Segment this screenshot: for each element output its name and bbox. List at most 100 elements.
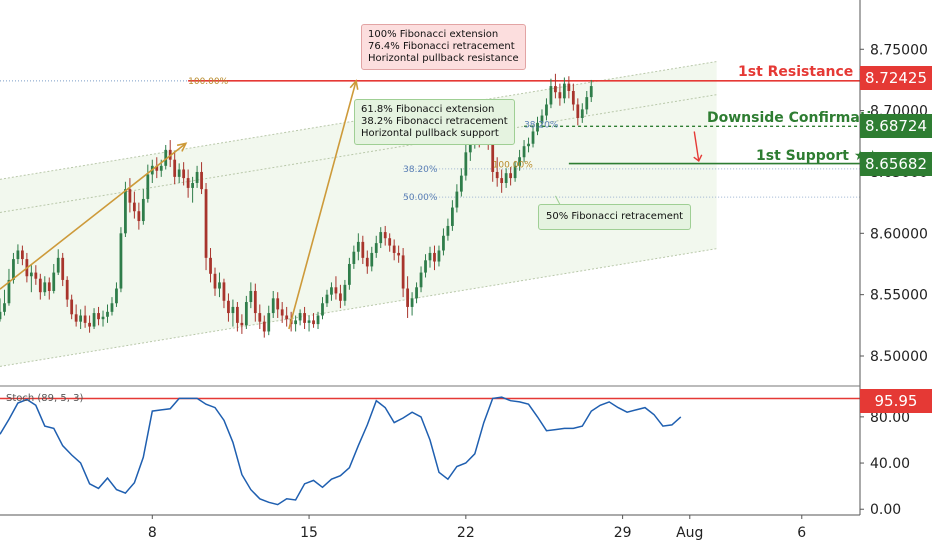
annotation-line: Horizontal pullback support xyxy=(361,128,499,139)
candle-body xyxy=(554,86,557,93)
candle-body xyxy=(352,251,356,264)
candle-body xyxy=(0,311,2,320)
candle-body xyxy=(518,157,521,166)
time-tick-label: 22 xyxy=(457,525,475,541)
candle-body xyxy=(406,288,409,307)
candle-body xyxy=(325,294,329,304)
candle-body xyxy=(195,171,199,184)
candle-body xyxy=(38,278,42,293)
candle-body xyxy=(128,189,132,203)
candle-body xyxy=(16,250,20,260)
candle-body xyxy=(545,104,548,116)
candle-body xyxy=(141,198,145,222)
fib-arrow-head-1 xyxy=(349,79,359,90)
candle-body xyxy=(119,233,123,289)
candle-body xyxy=(522,146,526,158)
candle-body xyxy=(124,189,127,234)
candle-body xyxy=(446,225,450,236)
support-label: 1st Support ★★ xyxy=(756,148,879,164)
candle-body xyxy=(312,320,315,325)
candle-body xyxy=(513,165,517,179)
annotation-line: Horizontal pullback resistance xyxy=(368,53,519,64)
fib-label-4: 50.00% xyxy=(403,193,438,203)
candle-body xyxy=(495,171,499,179)
candle-body xyxy=(280,309,284,316)
candle-body xyxy=(558,92,562,99)
channel-fill xyxy=(0,61,717,367)
price-tick-label: 8.60000 xyxy=(870,226,928,242)
candle-body xyxy=(589,86,593,98)
candle-body xyxy=(191,183,194,188)
candle-body xyxy=(249,290,253,303)
down-arrow-line xyxy=(693,131,700,162)
fib-label-3: 100.00% xyxy=(493,161,533,171)
candle-body xyxy=(303,313,306,323)
candle-body xyxy=(571,90,575,105)
price-tick-label: 8.50000 xyxy=(870,349,928,365)
candle-body xyxy=(97,313,100,320)
candle-body xyxy=(388,238,392,246)
candle-body xyxy=(500,178,504,184)
candle-body xyxy=(240,322,244,326)
candle-body xyxy=(79,315,83,322)
candle-body xyxy=(92,313,96,327)
candle-body xyxy=(356,241,360,252)
stoch-line xyxy=(0,396,682,506)
candle-body xyxy=(177,169,181,177)
candle-body xyxy=(186,178,190,188)
candle-body xyxy=(267,313,271,332)
candle-body xyxy=(101,316,105,320)
osc-tick-label: 80.00 xyxy=(870,410,910,426)
resistance-label: 1st Resistance ★★ xyxy=(738,64,884,80)
price-tick-label: 8.55000 xyxy=(870,288,928,304)
candle-body xyxy=(392,245,396,253)
candle-body xyxy=(459,175,463,192)
candle-body xyxy=(540,115,544,123)
candle-body xyxy=(527,143,530,147)
candle-body xyxy=(56,257,60,273)
annotation-fib50-box: 50% Fibonacci retracement xyxy=(538,204,692,230)
support-price-tag: 8.65682 xyxy=(860,152,932,176)
candle-body xyxy=(213,273,217,289)
candle-body xyxy=(347,263,351,285)
candle-body xyxy=(464,152,468,176)
candle-body xyxy=(442,235,445,251)
annotation-resistance-box: 100% Fibonacci extension 76.4% Fibonacci… xyxy=(361,24,526,70)
candle-body xyxy=(132,202,136,212)
candle-body xyxy=(491,142,495,172)
candle-body xyxy=(339,293,342,301)
candle-body xyxy=(262,321,266,332)
candle-body xyxy=(271,298,275,314)
candle-body xyxy=(424,260,427,273)
downside-confirmation-label: Downside Confirmation xyxy=(707,110,891,126)
candle-body xyxy=(365,257,369,267)
annotation-line: 38.2% Fibonacci retracement xyxy=(361,116,508,127)
candle-body xyxy=(330,287,333,295)
candle-body xyxy=(585,97,589,110)
candle-body xyxy=(415,287,418,299)
annotation-line: 61.8% Fibonacci extension xyxy=(361,104,495,115)
candle-body xyxy=(397,252,401,256)
annotation-line: 50% Fibonacci retracement xyxy=(546,211,684,222)
candle-body xyxy=(549,86,553,105)
candle-body xyxy=(65,279,69,300)
candle-body xyxy=(536,122,539,132)
fib-label-1: 38.20% xyxy=(524,121,559,131)
candle-body xyxy=(173,159,177,177)
candle-body xyxy=(47,282,51,291)
candle-body xyxy=(164,149,168,166)
candle-body xyxy=(419,272,423,288)
candle-body xyxy=(52,272,56,291)
time-tick-label: 6 xyxy=(797,525,806,541)
annotation-support-box: 61.8% Fibonacci extension 38.2% Fibonacc… xyxy=(354,99,515,145)
candle-body xyxy=(83,315,87,323)
candle-body xyxy=(410,298,414,307)
annotation-line: 76.4% Fibonacci retracement xyxy=(368,41,515,52)
candle-body xyxy=(204,189,208,258)
downside-confirmation-price-tag: 8.68724 xyxy=(860,114,932,138)
candle-body xyxy=(155,165,159,171)
candle-body xyxy=(276,298,280,310)
level-lines xyxy=(0,80,860,198)
candle-body xyxy=(307,320,311,323)
